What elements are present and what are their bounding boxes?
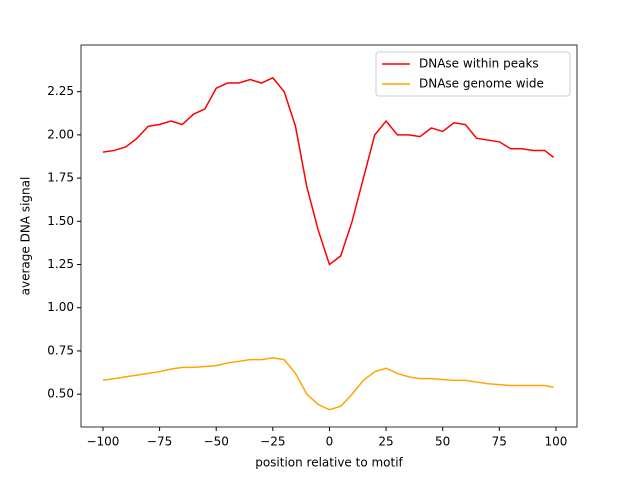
x-tick-label: 25 xyxy=(378,435,393,449)
data-line xyxy=(102,357,554,411)
x-tick-label: −75 xyxy=(147,435,172,449)
x-tick-label: 50 xyxy=(435,435,450,449)
x-tick-label: −25 xyxy=(260,435,285,449)
data-line xyxy=(102,76,555,266)
y-tick-label: 1.50 xyxy=(47,214,74,228)
y-axis-label: average DNA signal xyxy=(19,177,33,296)
y-tick-label: 1.00 xyxy=(47,300,74,314)
legend-box xyxy=(375,51,571,97)
legend-label: DNAse genome wide xyxy=(419,77,544,91)
y-tick-label: 2.25 xyxy=(47,84,74,98)
y-tick-label: 2.00 xyxy=(47,127,74,141)
x-axis-label: position relative to motif xyxy=(255,456,403,470)
x-tick-label: 75 xyxy=(492,435,507,449)
x-tick-label: −100 xyxy=(86,435,119,449)
y-tick-label: 1.25 xyxy=(47,257,74,271)
y-tick-label: 0.75 xyxy=(47,343,74,357)
legend-label: DNAse within peaks xyxy=(419,57,539,71)
y-tick-label: 0.50 xyxy=(47,387,74,401)
x-tick-label: 100 xyxy=(544,435,567,449)
y-tick-label: 1.75 xyxy=(47,171,74,185)
plot-frame xyxy=(80,44,578,428)
x-tick-label: 0 xyxy=(326,435,334,449)
x-tick-label: −50 xyxy=(204,435,229,449)
